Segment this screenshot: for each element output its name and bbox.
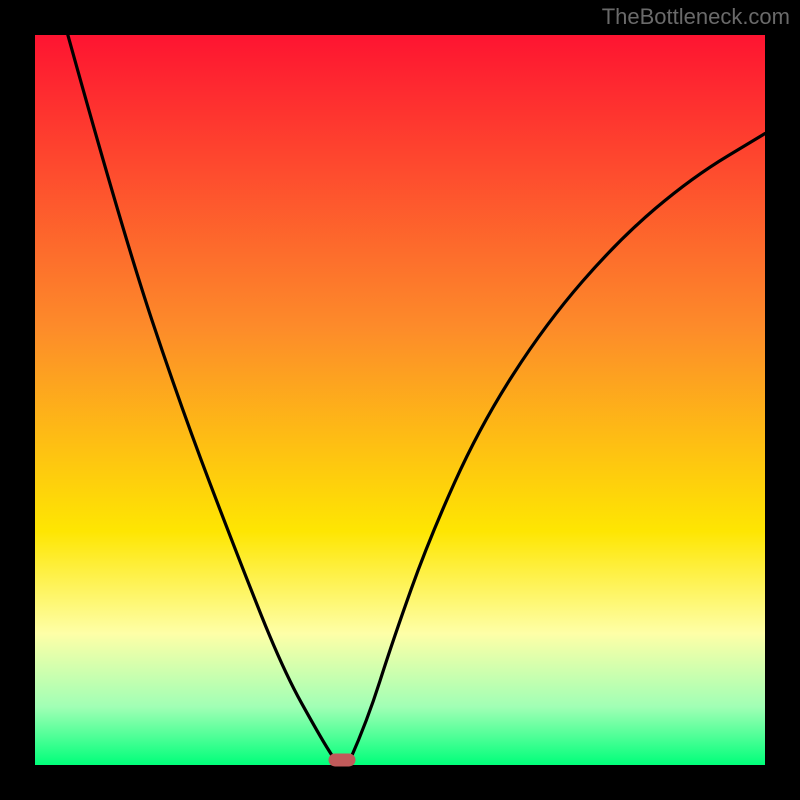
optimal-point-marker xyxy=(329,753,356,766)
plot-area xyxy=(35,35,765,765)
bottleneck-curve xyxy=(35,35,765,765)
curve-right-branch xyxy=(350,134,765,760)
chart-container: TheBottleneck.com xyxy=(0,0,800,800)
curve-left-branch xyxy=(68,35,334,759)
watermark-text: TheBottleneck.com xyxy=(602,4,790,30)
